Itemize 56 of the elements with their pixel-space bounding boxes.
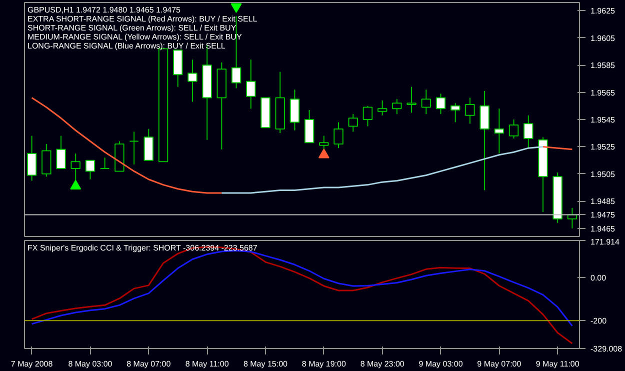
ref-line-label: -200: [590, 316, 608, 326]
y-tick-label: 171.914: [590, 238, 620, 246]
candlestick: [42, 143, 52, 178]
candlestick: [421, 89, 432, 115]
point: [318, 148, 330, 158]
candlestick: [56, 135, 66, 169]
ref-line-label: 1.9475: [590, 210, 616, 220]
candlestick: [377, 100, 388, 116]
candlestick: [100, 157, 110, 169]
x-tick-label: 9 May 11:00: [536, 360, 580, 368]
x-tick-label: 8 May 11:00: [185, 360, 230, 368]
candlestick: [246, 59, 256, 110]
candlestick: [508, 119, 519, 140]
candlestick: [436, 93, 446, 115]
x-tick-label: 8 May 03:00: [68, 360, 113, 368]
annotation: EXTRA SHORT-RANGE SIGNAL (Red Arrows): BUY / Exit SELL: [28, 14, 258, 24]
candlestick: [129, 131, 139, 165]
y-tick-label: -329.008: [590, 344, 623, 354]
annotation: LONG-RANGE SIGNAL (Blue Arrows): BUY / Exit SELL: [28, 42, 226, 50]
point: [230, 3, 242, 13]
candlestick: [85, 160, 96, 180]
candlestick: [334, 122, 344, 149]
candlestick: [494, 108, 504, 154]
candlestick: [144, 128, 154, 161]
x-tick-label: 8 May 15:00: [243, 360, 288, 368]
candlestick: [524, 114, 534, 149]
candlestick: [362, 105, 373, 127]
candlestick: [290, 89, 300, 131]
y-tick-label: 1.9525: [590, 142, 616, 152]
candlestick: [304, 109, 314, 144]
candlestick: [480, 90, 490, 191]
x-tick-label: 8 May 07:00: [126, 360, 172, 368]
candlestick: [450, 102, 460, 123]
candlestick: [26, 135, 37, 182]
y-tick-label: 1.9605: [590, 34, 616, 43]
candlestick: [348, 114, 358, 132]
y-tick-label: 1.9625: [590, 6, 616, 16]
y-tick-label: 1.9545: [590, 116, 616, 124]
annotation: SHORT-RANGE SIGNAL (Green Arrows): SELL / Exit BUY: [28, 24, 237, 32]
y-tick-label: 1.9465: [590, 224, 616, 234]
candlestick: [465, 97, 475, 124]
chart-title: GBPUSD,H1 1.9472 1.9480 1.9465 1.9475: [28, 6, 182, 14]
x-tick-label: 8 May 23:00: [360, 360, 405, 368]
x-tick-label: 8 May 19:00: [302, 360, 346, 368]
x-tick-label: 9 May 07:00: [477, 360, 522, 368]
y-tick-label: 1.9485: [590, 197, 616, 206]
y-tick-label: 0.00: [590, 274, 607, 283]
y-tick-label: 1.9585: [590, 61, 616, 70]
candlestick: [188, 59, 198, 102]
candlestick: [392, 98, 402, 115]
x-tick-label: 7 May 2008: [10, 360, 54, 368]
candlestick: [406, 86, 416, 114]
y-tick-label: 1.9565: [590, 88, 616, 98]
x-tick-label: 9 May 03:00: [418, 360, 464, 368]
y-tick-label: 1.9505: [590, 170, 616, 179]
point: [70, 180, 82, 190]
